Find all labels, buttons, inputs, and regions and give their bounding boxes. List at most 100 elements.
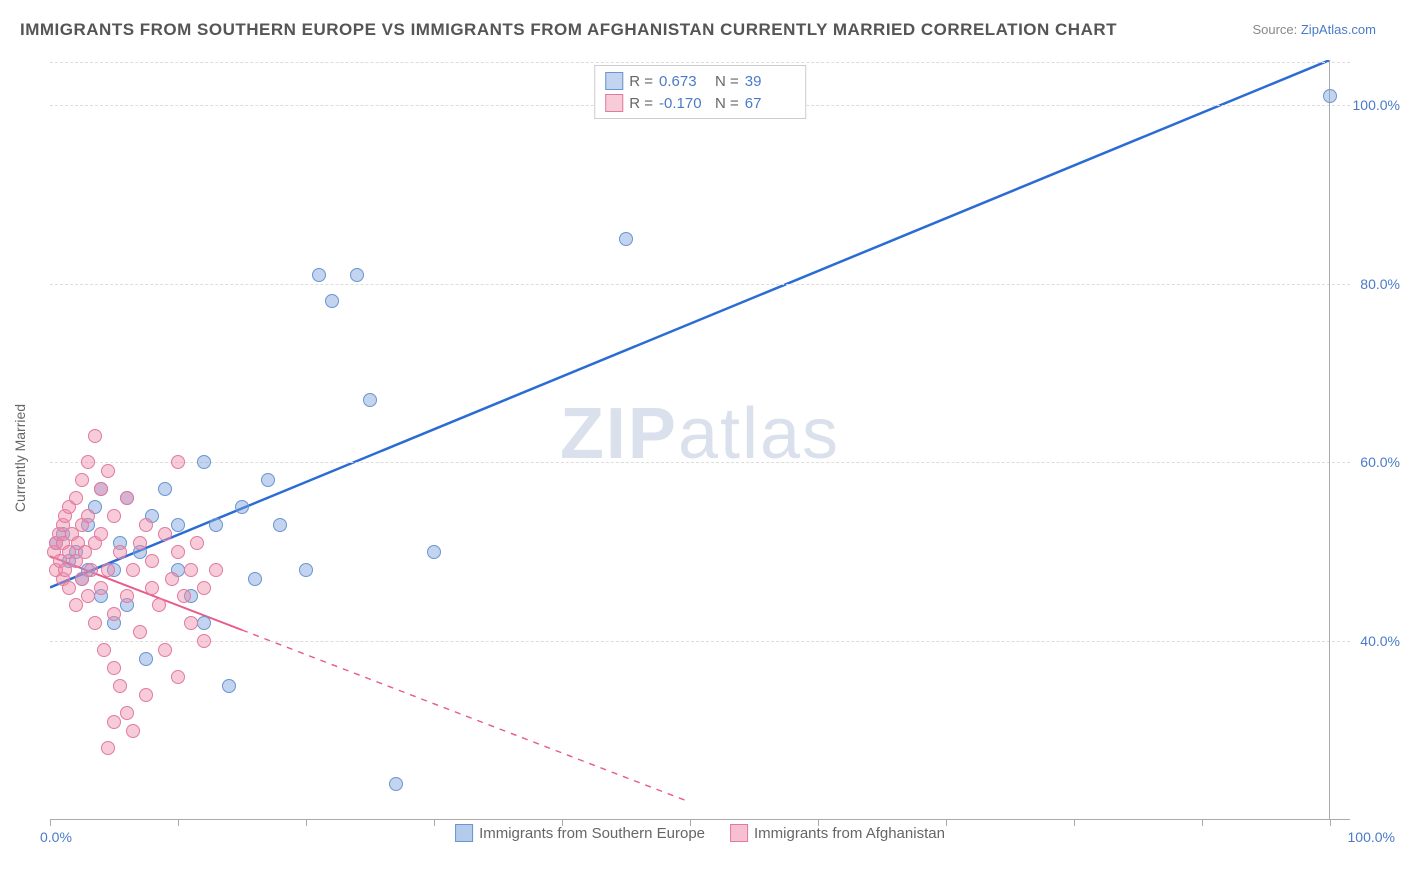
legend-r-value: 0.673: [659, 73, 709, 90]
legend-series-item: Immigrants from Afghanistan: [730, 824, 945, 842]
scatter-point: [325, 294, 339, 308]
scatter-point: [197, 634, 211, 648]
scatter-point: [248, 572, 262, 586]
scatter-point: [235, 500, 249, 514]
scatter-point: [107, 607, 121, 621]
x-tick: [50, 820, 51, 826]
scatter-point: [94, 527, 108, 541]
scatter-point: [165, 572, 179, 586]
x-tick-label-max: 100.0%: [1348, 829, 1395, 845]
x-tick-label-min: 0.0%: [40, 829, 72, 845]
scatter-point: [312, 268, 326, 282]
legend-n-label: N =: [715, 95, 739, 112]
scatter-point: [158, 482, 172, 496]
trend-line-dashed: [242, 630, 690, 802]
scatter-point: [101, 563, 115, 577]
legend-swatch: [605, 72, 623, 90]
scatter-point: [81, 509, 95, 523]
scatter-point: [197, 455, 211, 469]
x-axis: [50, 819, 1350, 820]
legend-swatch: [730, 824, 748, 842]
x-tick: [1202, 820, 1203, 826]
x-tick: [306, 820, 307, 826]
scatter-point: [184, 616, 198, 630]
scatter-point: [139, 652, 153, 666]
source-attribution: Source: ZipAtlas.com: [1252, 22, 1376, 37]
y-tick-label: 100.0%: [1353, 97, 1400, 113]
scatter-point: [81, 589, 95, 603]
legend-series-item: Immigrants from Southern Europe: [455, 824, 705, 842]
scatter-point: [81, 455, 95, 469]
y-axis-label: Currently Married: [12, 404, 28, 512]
legend-series: Immigrants from Southern Europe Immigrant…: [455, 824, 945, 842]
scatter-point: [126, 724, 140, 738]
scatter-point: [152, 598, 166, 612]
scatter-point: [273, 518, 287, 532]
scatter-point: [88, 616, 102, 630]
scatter-point: [84, 563, 98, 577]
plot-region: 40.0%60.0%80.0%100.0%0.0%100.0%: [50, 60, 1350, 840]
x-tick: [1074, 820, 1075, 826]
legend-row: R = -0.170 N = 67: [605, 92, 795, 114]
scatter-point: [101, 464, 115, 478]
gridline: [50, 62, 1350, 63]
y-tick-label: 80.0%: [1360, 276, 1400, 292]
scatter-point: [261, 473, 275, 487]
source-label: Source:: [1252, 22, 1300, 37]
y-axis: [1329, 60, 1330, 820]
scatter-point: [197, 616, 211, 630]
x-tick: [946, 820, 947, 826]
gridline: [50, 641, 1350, 642]
scatter-point: [171, 545, 185, 559]
scatter-point: [177, 589, 191, 603]
trend-lines: [50, 60, 1350, 840]
scatter-point: [133, 625, 147, 639]
scatter-point: [88, 429, 102, 443]
legend-r-value: -0.170: [659, 95, 709, 112]
scatter-point: [126, 563, 140, 577]
scatter-point: [158, 527, 172, 541]
scatter-point: [363, 393, 377, 407]
legend-n-value: 39: [745, 73, 795, 90]
scatter-point: [97, 643, 111, 657]
scatter-point: [107, 715, 121, 729]
scatter-point: [190, 536, 204, 550]
legend-series-label: Immigrants from Afghanistan: [754, 825, 945, 842]
gridline: [50, 284, 1350, 285]
scatter-point: [145, 581, 159, 595]
scatter-point: [209, 518, 223, 532]
scatter-point: [184, 563, 198, 577]
chart-title: IMMIGRANTS FROM SOUTHERN EUROPE VS IMMIG…: [20, 20, 1117, 40]
scatter-point: [69, 598, 83, 612]
scatter-point: [107, 509, 121, 523]
x-tick: [434, 820, 435, 826]
scatter-point: [69, 491, 83, 505]
scatter-point: [171, 455, 185, 469]
x-tick: [178, 820, 179, 826]
y-tick-label: 40.0%: [1360, 633, 1400, 649]
scatter-point: [94, 581, 108, 595]
scatter-point: [139, 688, 153, 702]
scatter-point: [120, 491, 134, 505]
scatter-point: [101, 741, 115, 755]
scatter-point: [94, 482, 108, 496]
scatter-point: [619, 232, 633, 246]
scatter-point: [133, 536, 147, 550]
source-link[interactable]: ZipAtlas.com: [1301, 22, 1376, 37]
scatter-point: [62, 581, 76, 595]
legend-correlation: R = 0.673 N = 39 R = -0.170 N = 67: [594, 65, 806, 119]
y-tick-label: 60.0%: [1360, 454, 1400, 470]
legend-r-label: R =: [629, 95, 653, 112]
scatter-point: [222, 679, 236, 693]
scatter-point: [209, 563, 223, 577]
scatter-point: [145, 554, 159, 568]
chart-area: Currently Married ZIPatlas 40.0%60.0%80.…: [50, 60, 1350, 840]
scatter-point: [1323, 89, 1337, 103]
legend-n-value: 67: [745, 95, 795, 112]
scatter-point: [427, 545, 441, 559]
scatter-point: [171, 518, 185, 532]
scatter-point: [120, 706, 134, 720]
scatter-point: [139, 518, 153, 532]
scatter-point: [350, 268, 364, 282]
legend-n-label: N =: [715, 73, 739, 90]
